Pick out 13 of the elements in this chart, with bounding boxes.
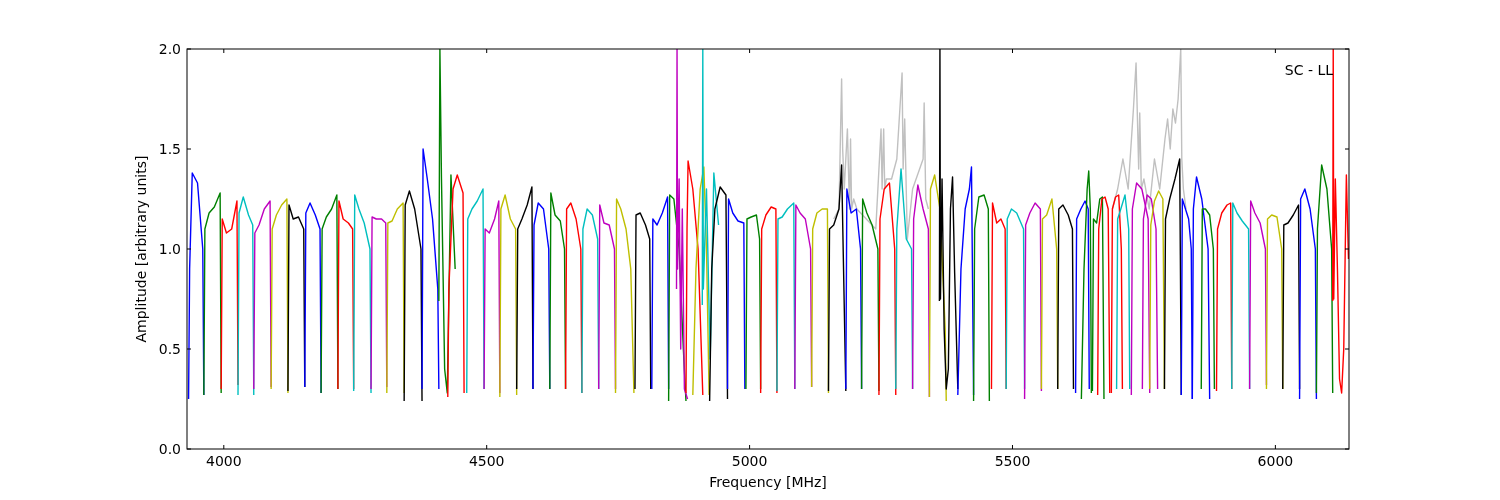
y-tick-label: 0.0 — [158, 440, 181, 457]
y-tick-label: 1.5 — [158, 140, 181, 157]
y-tick-label: 1.0 — [158, 240, 181, 257]
x-tick-label: 6000 — [1257, 453, 1294, 469]
x-tick-label: 4500 — [468, 453, 505, 469]
x-tick-label: 5000 — [731, 453, 768, 469]
x-tick-label: 4000 — [205, 453, 242, 469]
y-axis-title: Amplitude [arbitrary units] — [133, 155, 149, 343]
y-tick-label: 0.5 — [158, 340, 181, 357]
x-axis-title: Frequency [MHz] — [709, 474, 827, 490]
x-tick-label: 5500 — [994, 453, 1031, 469]
annotation: SC - LL — [1284, 62, 1334, 78]
y-tick-label: 2.0 — [158, 40, 181, 57]
